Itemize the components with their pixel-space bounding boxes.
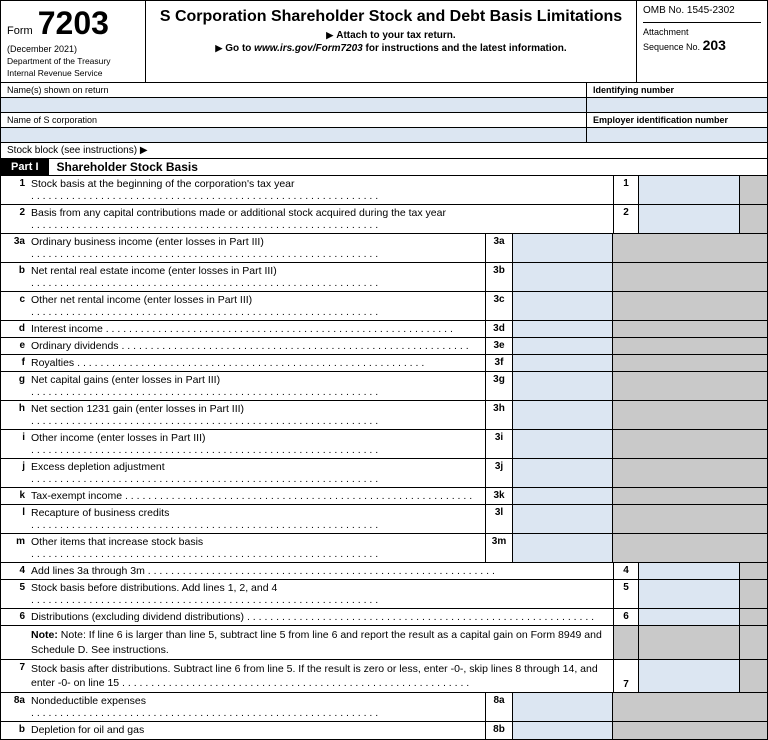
- line-8b: b Depletion for oil and gas 8b: [1, 722, 767, 739]
- form-title: S Corporation Shareholder Stock and Debt…: [154, 7, 628, 26]
- line-3e: e Ordinary dividends 3e: [1, 338, 767, 355]
- line-3j-value[interactable]: [513, 459, 613, 487]
- part-label: Part I: [1, 159, 49, 175]
- line-1-value[interactable]: [639, 176, 739, 204]
- row-names-input: [1, 98, 767, 113]
- part-title: Shareholder Stock Basis: [49, 160, 198, 174]
- line-3m: m Other items that increase stock basis …: [1, 534, 767, 563]
- row-names: Name(s) shown on return Identifying numb…: [1, 83, 767, 98]
- ein-label: Employer identification number: [587, 113, 767, 127]
- line-6: 6 Distributions (excluding dividend dist…: [1, 609, 767, 626]
- form-number: 7203: [38, 5, 109, 42]
- goto-text: Go to www.irs.gov/Form7203 for instructi…: [154, 43, 628, 54]
- line-6-note: Note: Note: If line 6 is larger than lin…: [1, 626, 767, 659]
- line-7: 7 Stock basis after distributions. Subtr…: [1, 660, 767, 693]
- line-3d: d Interest income 3d: [1, 321, 767, 338]
- line-1-grey: [739, 176, 767, 204]
- line-2-value[interactable]: [639, 205, 739, 233]
- line-2-text: Basis from any capital contributions mad…: [31, 205, 613, 233]
- line-1-text: Stock basis at the beginning of the corp…: [31, 176, 613, 204]
- names-label: Name(s) shown on return: [1, 83, 587, 97]
- line-3h-value[interactable]: [513, 401, 613, 429]
- sequence: Sequence No. 203: [643, 37, 761, 53]
- line-2-grey: [739, 205, 767, 233]
- stock-block-label: Stock block (see instructions): [7, 145, 137, 156]
- attach-text: Attach to your tax return.: [154, 30, 628, 41]
- line-1-num: 1: [1, 176, 31, 204]
- row-scorp-input: [1, 128, 767, 143]
- ein-input[interactable]: [587, 128, 767, 142]
- line-3i-value[interactable]: [513, 430, 613, 458]
- line-2: 2 Basis from any capital contributions m…: [1, 205, 767, 234]
- dept-treasury: Department of the Treasury: [7, 56, 139, 66]
- line-3c: c Other net rental income (enter losses …: [1, 292, 767, 321]
- dept-irs: Internal Revenue Service: [7, 68, 139, 78]
- line-3j: j Excess depletion adjustment 3j: [1, 459, 767, 488]
- line-8a-value[interactable]: [513, 693, 613, 721]
- sequence-number: 203: [703, 37, 726, 53]
- ident-input[interactable]: [587, 98, 767, 112]
- header-right: OMB No. 1545-2302 Attachment Sequence No…: [637, 1, 767, 82]
- line-2-num: 2: [1, 205, 31, 233]
- line-3a-value[interactable]: [513, 234, 613, 262]
- row-scorp: Name of S corporation Employer identific…: [1, 113, 767, 128]
- line-3k-value[interactable]: [513, 488, 613, 504]
- line-3h: h Net section 1231 gain (enter losses in…: [1, 401, 767, 430]
- form-7203: Form 7203 (December 2021) Department of …: [0, 0, 768, 740]
- header-left: Form 7203 (December 2021) Department of …: [1, 1, 146, 82]
- line-3b: b Net rental real estate income (enter l…: [1, 263, 767, 292]
- line-3b-value[interactable]: [513, 263, 613, 291]
- line-1: 1 Stock basis at the beginning of the co…: [1, 176, 767, 205]
- line-5: 5 Stock basis before distributions. Add …: [1, 580, 767, 609]
- names-input[interactable]: [1, 98, 587, 112]
- line-2-box: 2: [613, 205, 639, 233]
- goto-url: www.irs.gov/Form7203: [254, 43, 363, 54]
- form-date: (December 2021): [7, 44, 139, 54]
- line-3l-value[interactable]: [513, 505, 613, 533]
- form-header: Form 7203 (December 2021) Department of …: [1, 1, 767, 83]
- line-3l: l Recapture of business credits 3l: [1, 505, 767, 534]
- line-3i: i Other income (enter losses in Part III…: [1, 430, 767, 459]
- ident-label: Identifying number: [587, 83, 767, 97]
- scorp-input[interactable]: [1, 128, 587, 142]
- omb-number: OMB No. 1545-2302: [643, 5, 761, 23]
- line-3g-value[interactable]: [513, 372, 613, 400]
- part-header: Part I Shareholder Stock Basis: [1, 159, 767, 176]
- line-3f-value[interactable]: [513, 355, 613, 371]
- line-6-value[interactable]: [639, 609, 739, 625]
- line-3k: k Tax-exempt income 3k: [1, 488, 767, 505]
- line-3d-value[interactable]: [513, 321, 613, 337]
- line-3e-value[interactable]: [513, 338, 613, 354]
- line-8a: 8a Nondeductible expenses 8a: [1, 693, 767, 722]
- attachment-label: Attachment: [643, 27, 761, 37]
- line-7-value[interactable]: [639, 660, 739, 692]
- line-3m-value[interactable]: [513, 534, 613, 562]
- line-1-box: 1: [613, 176, 639, 204]
- line-5-value[interactable]: [639, 580, 739, 608]
- stock-block-row: Stock block (see instructions) ▶: [1, 143, 767, 159]
- scorp-label: Name of S corporation: [1, 113, 587, 127]
- line-4-value[interactable]: [639, 563, 739, 579]
- header-center: S Corporation Shareholder Stock and Debt…: [146, 1, 637, 82]
- line-3a: 3a Ordinary business income (enter losse…: [1, 234, 767, 263]
- line-3g: g Net capital gains (enter losses in Par…: [1, 372, 767, 401]
- form-word: Form: [7, 25, 33, 37]
- line-3c-value[interactable]: [513, 292, 613, 320]
- line-3f: f Royalties 3f: [1, 355, 767, 372]
- line-4: 4 Add lines 3a through 3m 4: [1, 563, 767, 580]
